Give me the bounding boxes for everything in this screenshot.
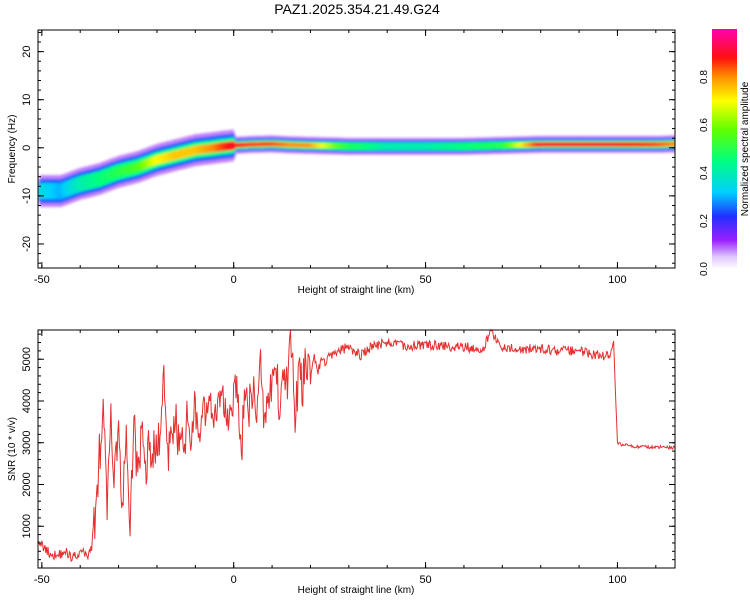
figure-title: PAZ1.2025.354.21.49.G24: [274, 1, 440, 17]
snr-series-line: [38, 330, 675, 562]
y-tick-label: 1000: [21, 514, 33, 538]
y-tick-label: -10: [21, 188, 33, 204]
y-tick-label: 3000: [21, 430, 33, 454]
y-tick-label: 10: [21, 94, 33, 106]
heatmap-frame: [37, 29, 676, 269]
x-tick-label: 50: [419, 274, 431, 286]
colorbar-gradient: [712, 29, 737, 269]
y-tick-label: 20: [21, 46, 33, 58]
x-tick-label: 0: [231, 274, 237, 286]
y-tick-label: 0: [21, 145, 33, 151]
colorbar-tick-label: 0.0: [699, 262, 710, 276]
heatmap-x-axis-title: Height of straight line (km): [298, 285, 415, 296]
y-tick-label: -20: [21, 236, 33, 252]
x-tick-label: 100: [608, 574, 626, 586]
snr-line-chart: -50 0 50 100 1000 2000 3000 4000 5000 Height of …: [7, 329, 676, 596]
x-tick-label: 100: [608, 274, 626, 286]
colorbar-tick-label: 0.4: [699, 166, 710, 180]
spectrogram-heatmap: -50 0 50 100 -20 -10 0 10 20 Height of straight …: [7, 29, 676, 296]
line-y-axis-title: SNR (10 * v/v): [7, 417, 18, 481]
colorbar-tick-label: 0.2: [699, 214, 710, 228]
x-tick-label: -50: [34, 574, 50, 586]
heatmap-y-axis-title: Frequency (Hz): [7, 115, 18, 184]
y-tick-label: 2000: [21, 472, 33, 496]
colorbar-tick-label: 0.8: [699, 70, 710, 84]
colorbar: 0.0 0.2 0.4 0.6 0.8 Normalized spectral ampl…: [699, 29, 750, 276]
heatmap-cells: [38, 129, 675, 208]
x-tick-label: -50: [34, 274, 50, 286]
x-tick-label: 50: [419, 574, 431, 586]
heatmap-cell: [670, 141, 675, 147]
x-tick-label: 0: [231, 574, 237, 586]
line-x-axis-title: Height of straight line (km): [298, 585, 415, 596]
line-chart-frame: [37, 329, 676, 569]
colorbar-title: Normalized spectral amplitude: [740, 81, 750, 216]
line-series: [38, 330, 675, 562]
heatmap-axes: -50 0 50 100 -20 -10 0 10 20: [21, 30, 675, 286]
y-tick-label: 4000: [21, 389, 33, 413]
colorbar-tick-label: 0.6: [699, 118, 710, 132]
heatmap-ridge: [38, 129, 675, 208]
y-tick-label: 5000: [21, 347, 33, 371]
colorbar-ticks: 0.0 0.2 0.4 0.6 0.8: [699, 70, 710, 276]
